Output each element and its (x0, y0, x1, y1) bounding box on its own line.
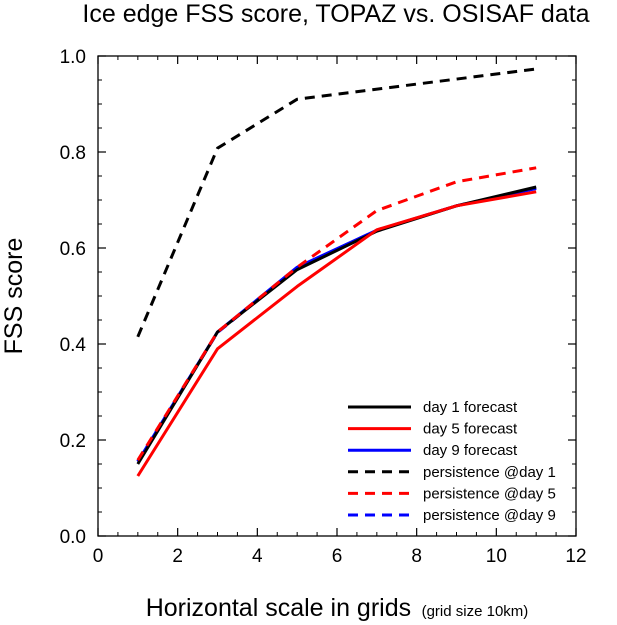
legend-label: persistence @day 9 (423, 507, 556, 524)
x-tick-label: 6 (332, 546, 343, 567)
legend-label: persistence @day 1 (423, 464, 556, 481)
y-tick-label: 0.6 (60, 239, 86, 260)
x-tick-label: 2 (172, 546, 183, 567)
y-tick-label: 1.0 (60, 47, 86, 68)
x-axis-label-group: Horizontal scale in grids (grid size 10k… (146, 594, 529, 622)
y-axis-label: FSS score (0, 238, 28, 355)
x-tick-label: 8 (411, 546, 422, 567)
chart-title: Ice edge FSS score, TOPAZ vs. OSISAF dat… (82, 0, 589, 28)
y-tick-label: 0.8 (60, 143, 86, 164)
legend-label: day 9 forecast (423, 442, 518, 459)
legend-label: day 5 forecast (423, 421, 518, 438)
series-line-day-5-forecast (136, 190, 537, 477)
x-axis: 0 2 4 6 8 10 12 (93, 56, 587, 567)
y-tick-label: 0.4 (60, 335, 87, 356)
x-tick-label: 10 (486, 546, 507, 567)
y-axis: 0.0 0.2 0.4 0.6 0.8 1.0 (60, 47, 576, 548)
y-tick-label: 0.2 (60, 431, 86, 452)
x-tick-label: 12 (565, 546, 586, 567)
x-tick-label: 0 (93, 546, 104, 567)
series-layer (136, 67, 537, 477)
x-axis-note: (grid size 10km) (422, 603, 529, 620)
x-tick-label: 4 (252, 546, 263, 567)
legend-label: day 1 forecast (423, 399, 518, 416)
series-line-persistence-day-5 (136, 166, 537, 461)
legend-label: persistence @day 5 (423, 485, 556, 502)
legend: day 1 forecast day 5 forecast day 9 foreca… (348, 399, 556, 524)
series-line-persistence-day-1 (136, 67, 537, 338)
y-tick-label: 0.0 (60, 527, 86, 548)
x-axis-label: Horizontal scale in grids (146, 594, 411, 622)
